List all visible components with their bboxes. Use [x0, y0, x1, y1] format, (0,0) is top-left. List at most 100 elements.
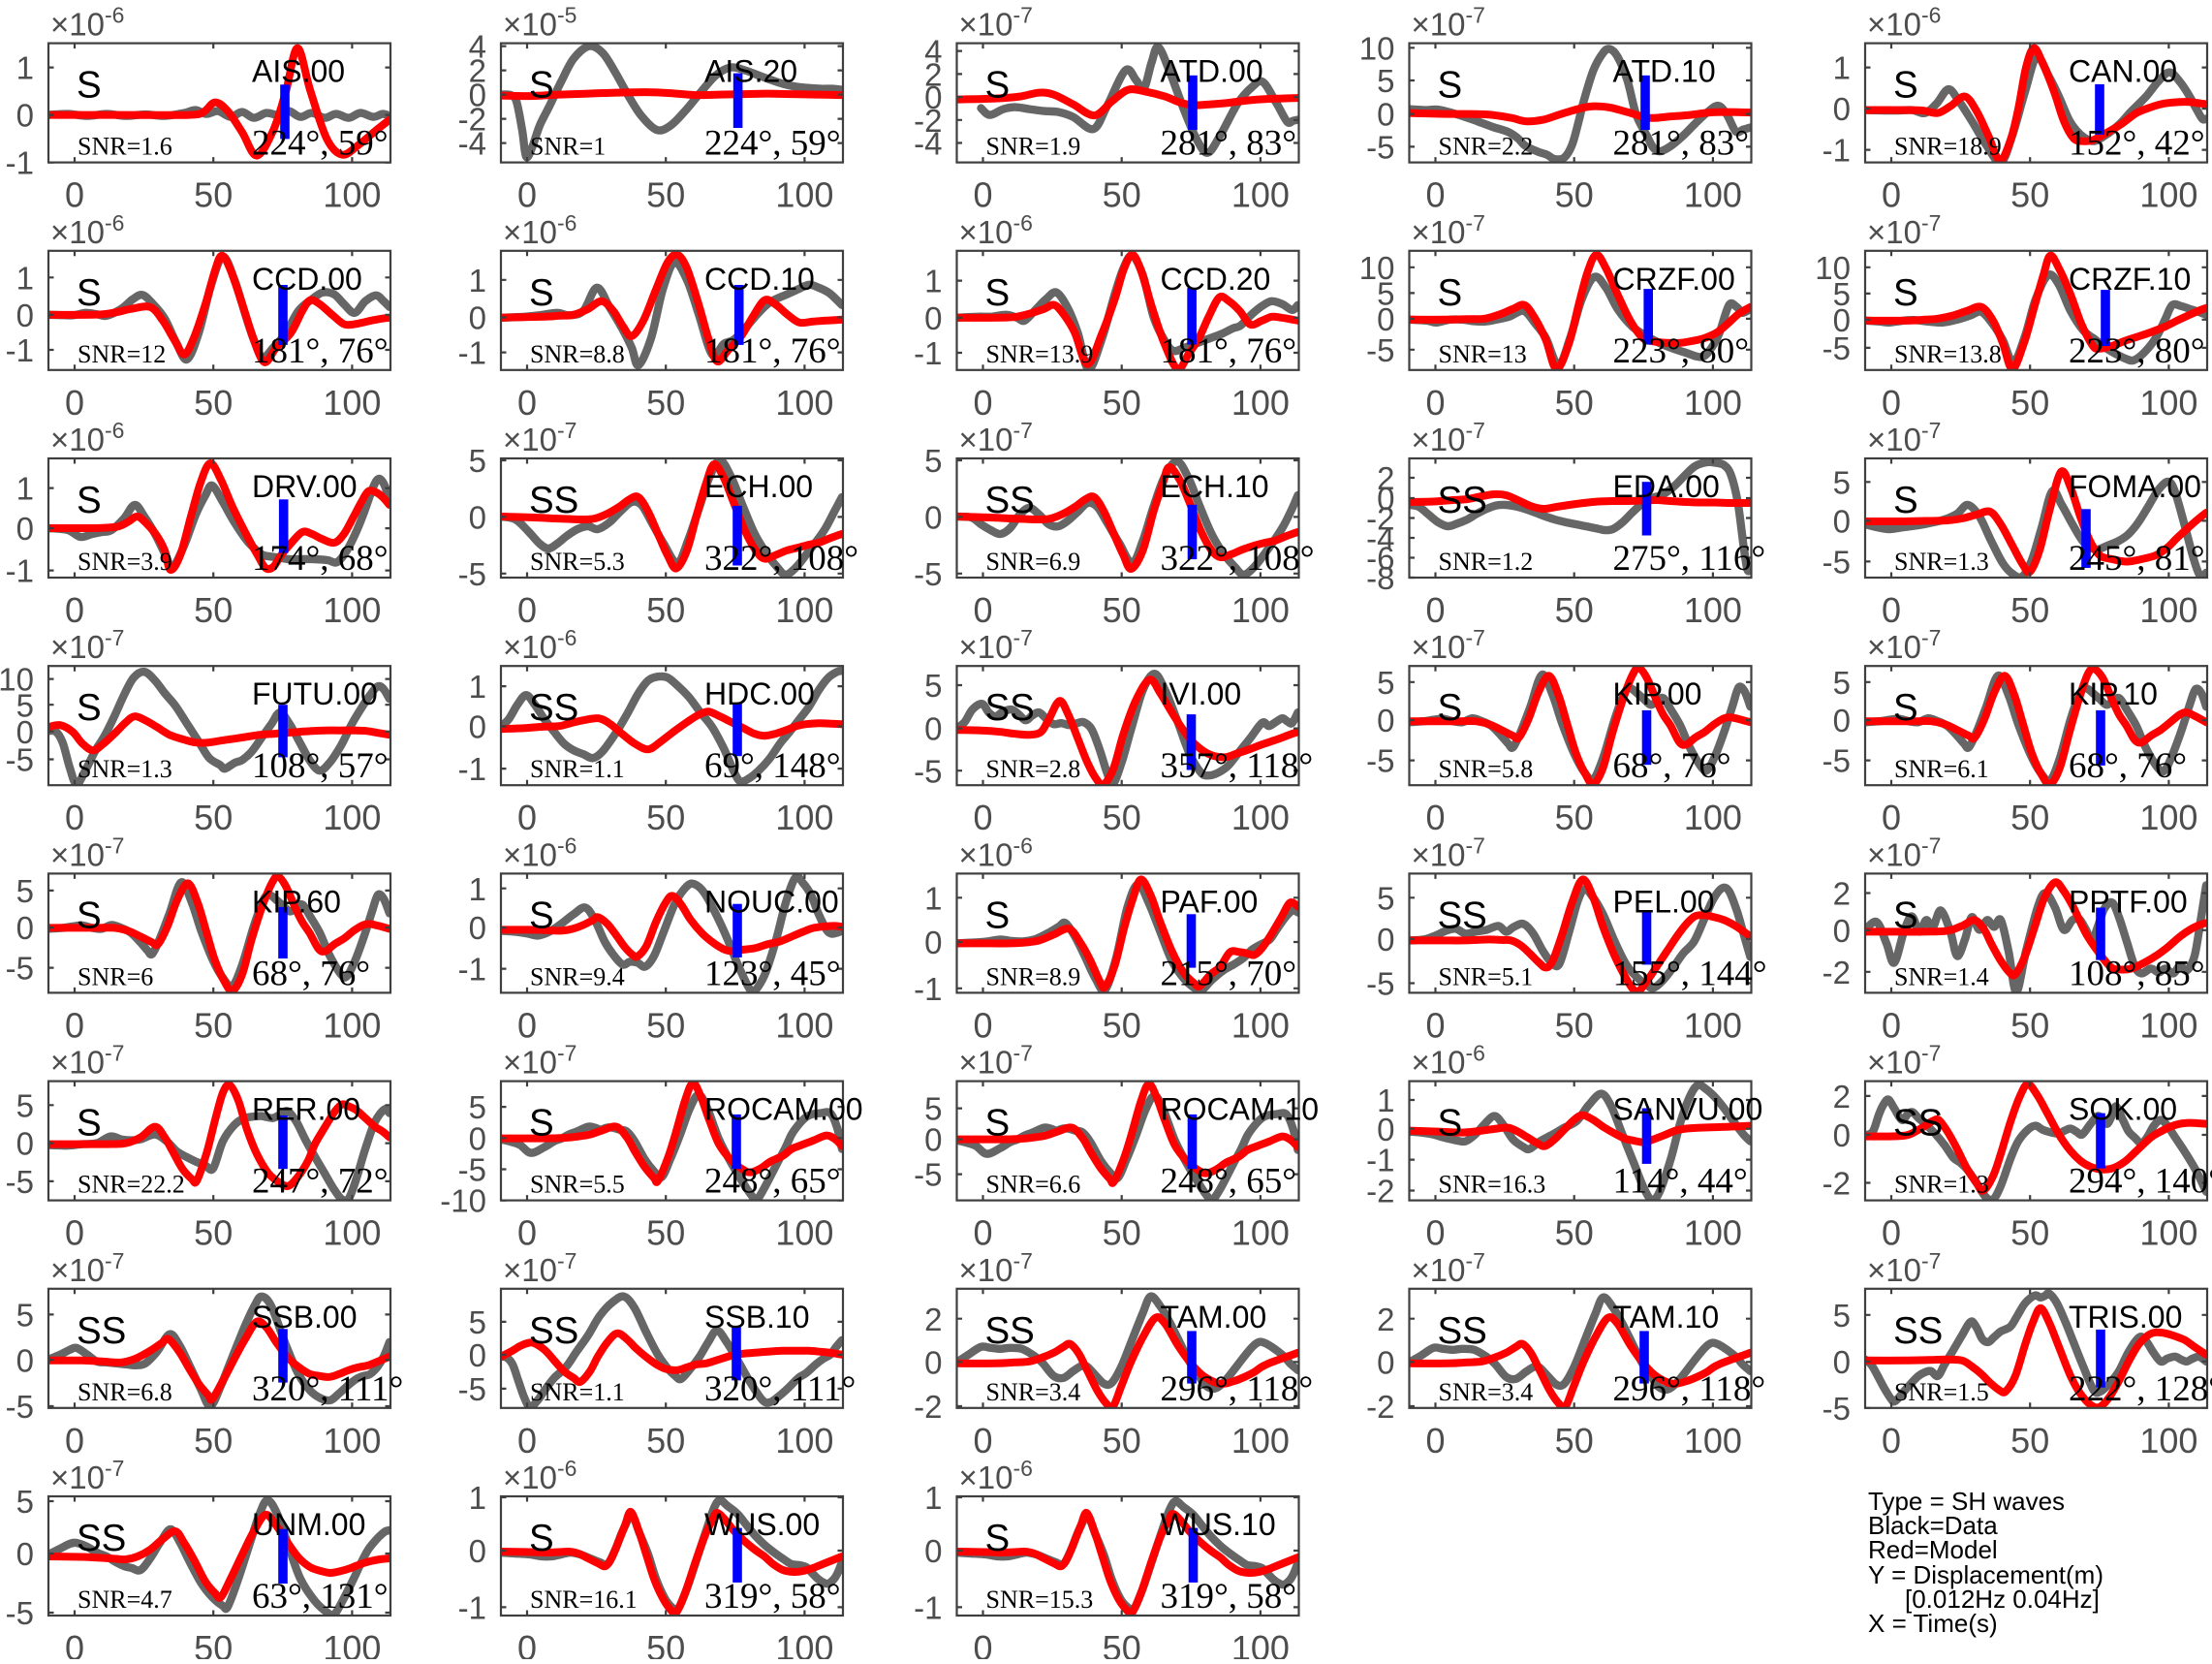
- svg-text:SNR=1.2: SNR=1.2: [1439, 548, 1534, 576]
- svg-text:1: 1: [469, 263, 486, 298]
- svg-text:5: 5: [924, 1091, 942, 1127]
- svg-text:357°, 118°: 357°, 118°: [1161, 746, 1314, 786]
- svg-text:0: 0: [517, 383, 537, 423]
- svg-text:1: 1: [1377, 1083, 1394, 1118]
- svg-text:0: 0: [1377, 1344, 1394, 1380]
- svg-text:0: 0: [924, 1122, 942, 1158]
- svg-text:S: S: [1893, 687, 1918, 729]
- svg-text:100: 100: [1684, 590, 1742, 630]
- svg-text:10: 10: [1359, 250, 1395, 286]
- svg-text:0: 0: [973, 383, 992, 423]
- svg-text:0: 0: [1882, 1005, 1901, 1045]
- svg-text:SNR=6.6: SNR=6.6: [986, 1171, 1081, 1199]
- svg-text:5: 5: [924, 668, 942, 704]
- svg-text:SANVU.00: SANVU.00: [1613, 1092, 1763, 1127]
- svg-text:SS: SS: [529, 1310, 578, 1352]
- svg-text:0: 0: [16, 1342, 34, 1378]
- svg-text:S: S: [985, 1518, 1011, 1559]
- svg-text:[0.012Hz 0.04Hz]: [0.012Hz 0.04Hz]: [1905, 1585, 2100, 1614]
- svg-text:248°, 65°: 248°, 65°: [1161, 1162, 1297, 1202]
- svg-text:PAF.00: PAF.00: [1161, 884, 1259, 919]
- svg-text:S: S: [529, 1103, 554, 1145]
- svg-text:-5: -5: [458, 556, 486, 592]
- svg-text:SNR=6.1: SNR=6.1: [1894, 755, 1989, 783]
- svg-text:SNR=1.5: SNR=1.5: [1894, 1378, 1989, 1406]
- svg-text:0: 0: [1882, 1213, 1901, 1253]
- svg-text:Red=Model: Red=Model: [1868, 1535, 1998, 1564]
- svg-text:S: S: [77, 65, 102, 107]
- svg-text:×10-7: ×10-7: [959, 1041, 1033, 1081]
- svg-text:S: S: [1893, 65, 1918, 107]
- svg-text:100: 100: [2139, 1005, 2197, 1045]
- svg-text:SS: SS: [77, 1310, 126, 1352]
- svg-text:174°, 68°: 174°, 68°: [252, 539, 389, 579]
- svg-text:50: 50: [2010, 590, 2049, 630]
- svg-text:50: 50: [194, 383, 233, 423]
- svg-text:0: 0: [1833, 1344, 1851, 1380]
- svg-text:SNR=1: SNR=1: [530, 133, 606, 161]
- svg-text:100: 100: [1231, 175, 1290, 215]
- svg-text:100: 100: [1684, 383, 1742, 423]
- svg-text:0: 0: [1833, 302, 1851, 338]
- svg-text:50: 50: [646, 383, 685, 423]
- svg-text:0: 0: [1377, 481, 1394, 517]
- svg-text:SNR=5.1: SNR=5.1: [1439, 962, 1534, 990]
- svg-text:1: 1: [16, 471, 34, 507]
- svg-text:-2: -2: [914, 103, 942, 139]
- svg-text:152°, 42°: 152°, 42°: [2069, 124, 2205, 164]
- svg-text:294°, 140°: 294°, 140°: [2069, 1162, 2212, 1202]
- svg-text:50: 50: [646, 1005, 685, 1045]
- svg-text:SNR=6.9: SNR=6.9: [986, 548, 1081, 576]
- svg-text:0: 0: [924, 925, 942, 960]
- svg-text:-1: -1: [914, 971, 942, 1007]
- svg-text:320°, 111°: 320°, 111°: [252, 1369, 403, 1409]
- svg-text:100: 100: [775, 1005, 833, 1045]
- svg-text:248°, 65°: 248°, 65°: [704, 1162, 841, 1202]
- svg-text:0: 0: [973, 1005, 992, 1045]
- svg-text:SNR=9.4: SNR=9.4: [530, 962, 625, 990]
- svg-text:SNR=5.8: SNR=5.8: [1439, 755, 1534, 783]
- svg-text:100: 100: [775, 1628, 833, 1659]
- svg-text:10: 10: [0, 662, 34, 698]
- svg-text:100: 100: [1231, 383, 1290, 423]
- svg-text:1: 1: [469, 871, 486, 907]
- svg-text:0: 0: [924, 1344, 942, 1380]
- svg-text:68°, 76°: 68°, 76°: [252, 954, 370, 993]
- svg-text:100: 100: [1231, 1421, 1290, 1460]
- svg-text:S: S: [77, 480, 102, 521]
- svg-text:Black=Data: Black=Data: [1868, 1511, 1998, 1540]
- svg-text:100: 100: [2139, 590, 2197, 630]
- svg-text:RER.00: RER.00: [252, 1092, 360, 1127]
- svg-text:0: 0: [65, 383, 84, 423]
- svg-text:-5: -5: [458, 1152, 486, 1188]
- svg-text:PPTF.00: PPTF.00: [2069, 884, 2188, 919]
- svg-text:0: 0: [469, 1337, 486, 1373]
- svg-text:50: 50: [1555, 383, 1594, 423]
- svg-text:0: 0: [517, 1628, 537, 1659]
- svg-text:275°, 116°: 275°, 116°: [1613, 539, 1766, 579]
- svg-text:SS: SS: [985, 480, 1035, 521]
- svg-text:100: 100: [775, 590, 833, 630]
- svg-text:50: 50: [1555, 590, 1594, 630]
- svg-text:CRZF.10: CRZF.10: [2069, 262, 2191, 297]
- svg-text:S: S: [1438, 687, 1463, 729]
- svg-text:100: 100: [1231, 1213, 1290, 1253]
- svg-text:-5: -5: [914, 556, 942, 592]
- svg-text:114°, 44°: 114°, 44°: [1613, 1162, 1748, 1202]
- svg-text:322°, 108°: 322°, 108°: [1161, 539, 1315, 579]
- svg-text:0: 0: [973, 1213, 992, 1253]
- svg-text:1: 1: [1833, 50, 1851, 86]
- svg-text:SNR=2.8: SNR=2.8: [986, 755, 1081, 783]
- svg-text:1: 1: [924, 1480, 942, 1516]
- svg-text:-5: -5: [914, 753, 942, 789]
- svg-text:50: 50: [1555, 798, 1594, 837]
- svg-text:0: 0: [16, 714, 34, 750]
- svg-text:S: S: [1893, 480, 1918, 521]
- svg-text:DRV.00: DRV.00: [252, 469, 358, 504]
- svg-text:0: 0: [469, 78, 486, 113]
- svg-text:SNR=4.7: SNR=4.7: [78, 1586, 172, 1614]
- svg-text:5: 5: [1377, 880, 1394, 916]
- svg-text:2: 2: [1833, 1079, 1851, 1115]
- svg-text:5: 5: [469, 1304, 486, 1340]
- svg-text:SS: SS: [529, 687, 578, 729]
